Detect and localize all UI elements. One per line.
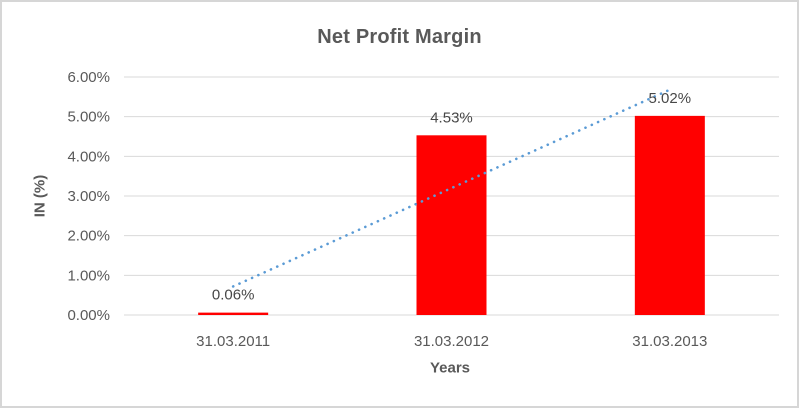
x-category-label: 31.03.2011 xyxy=(196,333,270,350)
data-label: 4.53% xyxy=(430,109,473,126)
x-category-label: 31.03.2013 xyxy=(632,333,707,350)
x-category-label: 31.03.2012 xyxy=(414,333,489,350)
y-tick-label: 3.00% xyxy=(67,188,110,205)
y-axis-title: IN (%) xyxy=(31,174,49,218)
bar xyxy=(416,135,487,315)
data-label: 5.02% xyxy=(649,90,692,107)
chart-title: Net Profit Margin xyxy=(317,26,482,48)
y-tick-label: 0.00% xyxy=(67,307,110,324)
y-tick-label: 1.00% xyxy=(67,267,110,284)
y-tick-label: 4.00% xyxy=(67,148,110,165)
trendline xyxy=(231,88,672,288)
bar xyxy=(198,312,269,315)
y-tick-label: 2.00% xyxy=(67,228,110,245)
bar xyxy=(634,115,705,315)
y-tick-label: 6.00% xyxy=(67,69,110,86)
data-label: 0.06% xyxy=(212,287,255,304)
y-tick-label: 5.00% xyxy=(67,109,110,126)
x-axis-title: Years xyxy=(429,359,471,377)
